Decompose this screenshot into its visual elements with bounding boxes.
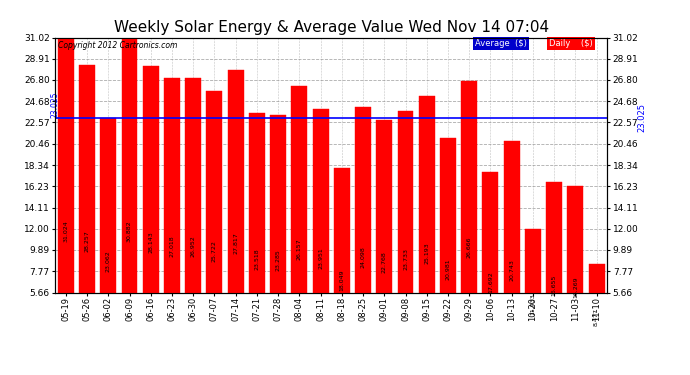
Bar [525, 230, 541, 350]
Bar [504, 141, 520, 350]
Bar [397, 111, 413, 350]
Text: 28.257: 28.257 [85, 231, 90, 252]
Text: 27.018: 27.018 [170, 236, 175, 257]
Text: 18.049: 18.049 [339, 270, 344, 291]
Text: 26.666: 26.666 [466, 237, 472, 258]
Text: 23.062: 23.062 [106, 251, 111, 272]
Bar [546, 182, 562, 350]
Text: Copyright 2012 Cartronics.com: Copyright 2012 Cartronics.com [58, 41, 177, 50]
Text: 23.025: 23.025 [50, 92, 60, 118]
Bar [567, 186, 583, 350]
Text: 11.933: 11.933 [531, 293, 535, 315]
Bar [58, 38, 74, 350]
Bar [355, 107, 371, 350]
Bar [249, 113, 265, 350]
Text: 23.285: 23.285 [275, 250, 281, 272]
Bar [185, 78, 201, 350]
Text: 23.025: 23.025 [638, 104, 647, 132]
Text: 8.477: 8.477 [594, 308, 599, 326]
Bar [79, 65, 95, 350]
Bar [164, 78, 180, 350]
Text: 16.655: 16.655 [551, 275, 557, 297]
Bar [334, 168, 350, 350]
Text: 28.143: 28.143 [148, 231, 153, 253]
Bar [440, 138, 456, 350]
Text: 25.193: 25.193 [424, 242, 429, 264]
Text: 26.157: 26.157 [297, 238, 302, 260]
Text: 20.981: 20.981 [446, 258, 451, 280]
Text: 23.733: 23.733 [403, 248, 408, 270]
Bar [461, 81, 477, 350]
Title: Weekly Solar Energy & Average Value Wed Nov 14 07:04: Weekly Solar Energy & Average Value Wed … [114, 20, 549, 35]
Bar [100, 117, 116, 350]
Text: 16.269: 16.269 [573, 276, 578, 298]
Bar [206, 91, 222, 350]
Bar [419, 96, 435, 350]
Bar [121, 39, 137, 350]
Text: 31.024: 31.024 [63, 220, 68, 242]
Text: 30.882: 30.882 [127, 220, 132, 242]
Text: 24.098: 24.098 [361, 246, 366, 268]
Text: 23.518: 23.518 [255, 249, 259, 270]
Text: 26.952: 26.952 [190, 236, 196, 257]
Bar [291, 86, 307, 350]
Text: 22.768: 22.768 [382, 252, 387, 273]
Bar [143, 66, 159, 350]
Bar [228, 70, 244, 350]
Text: 25.722: 25.722 [212, 240, 217, 262]
Text: 27.817: 27.817 [233, 232, 238, 254]
Text: 17.692: 17.692 [488, 271, 493, 292]
Text: Average  ($): Average ($) [475, 39, 526, 48]
Text: 20.743: 20.743 [509, 259, 514, 281]
Bar [589, 264, 604, 350]
Bar [313, 109, 328, 350]
Text: Daily    ($): Daily ($) [549, 39, 593, 48]
Bar [270, 115, 286, 350]
Bar [482, 171, 498, 350]
Bar [376, 120, 392, 350]
Text: 23.951: 23.951 [318, 247, 323, 269]
